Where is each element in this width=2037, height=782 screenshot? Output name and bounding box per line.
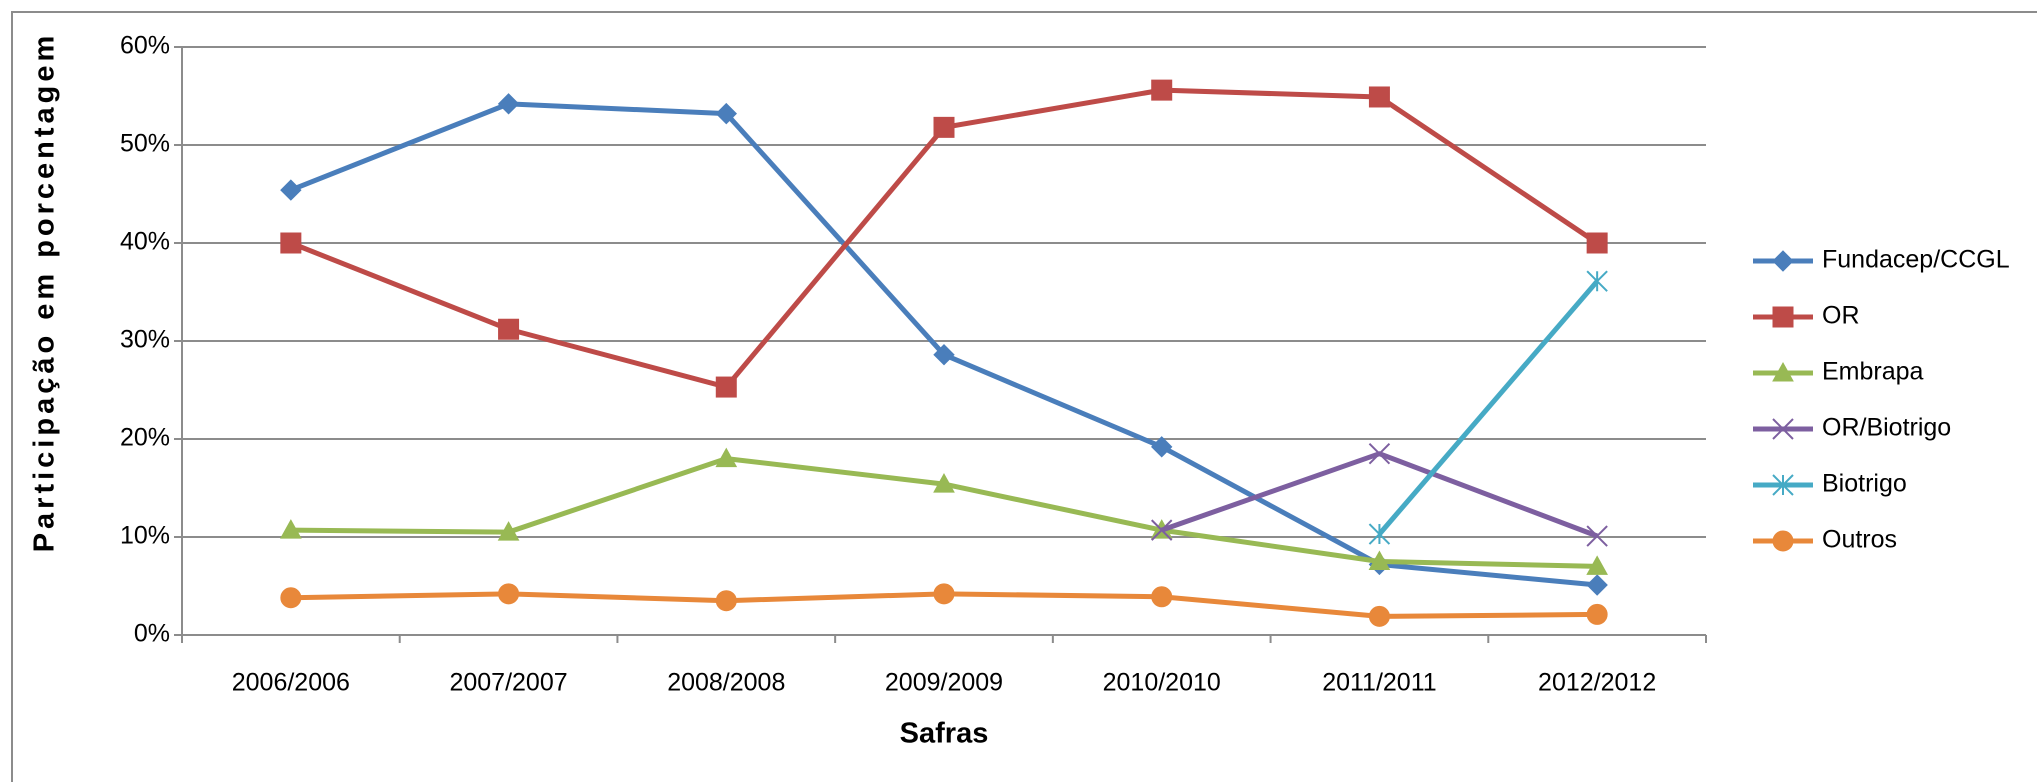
- x-axis-title: Safras: [900, 718, 989, 750]
- y-tick-label: 20%: [120, 424, 170, 452]
- marker: [1368, 550, 1391, 570]
- legend-label: Embrapa: [1822, 358, 1924, 386]
- marker: [933, 473, 955, 493]
- marker: [1772, 530, 1794, 552]
- marker: [497, 93, 520, 115]
- marker: [715, 447, 738, 468]
- x-tick-label: 2011/2011: [1322, 669, 1436, 697]
- y-tick-label: 0%: [134, 620, 170, 648]
- marker: [498, 583, 520, 605]
- marker: [1151, 519, 1173, 541]
- marker: [715, 376, 737, 398]
- marker: [497, 521, 520, 541]
- marker: [1151, 586, 1173, 608]
- y-tick-label: 40%: [120, 228, 170, 256]
- legend-label: Biotrigo: [1822, 470, 1907, 498]
- y-tick-label: 30%: [120, 326, 170, 354]
- series-line: [1377, 279, 1600, 536]
- marker: [1772, 418, 1794, 440]
- marker: [1586, 574, 1608, 596]
- marker: [933, 116, 955, 138]
- marker: [280, 232, 302, 254]
- y-tick-label: 50%: [120, 130, 170, 158]
- marker: [1368, 605, 1390, 627]
- marker: [1772, 474, 1794, 496]
- x-tick-label: 2012/2012: [1538, 669, 1656, 697]
- marker: [715, 590, 737, 612]
- marker: [715, 102, 737, 125]
- marker: [280, 587, 302, 609]
- chart-border: [11, 11, 2037, 782]
- marker: [1772, 250, 1794, 272]
- y-tick-label: 60%: [120, 32, 170, 60]
- marker: [1772, 361, 1794, 382]
- marker: [1368, 442, 1391, 465]
- y-tick-label: 10%: [120, 522, 170, 550]
- marker: [1586, 270, 1608, 292]
- marker: [1151, 436, 1173, 458]
- marker: [1368, 523, 1391, 545]
- marker: [1151, 79, 1173, 101]
- x-tick-label: 2008/2008: [667, 669, 785, 697]
- marker: [1586, 525, 1608, 547]
- legend-label: OR: [1822, 302, 1860, 330]
- marker: [933, 344, 955, 366]
- legend-label: Outros: [1822, 526, 1897, 554]
- marker: [1586, 555, 1608, 575]
- x-tick-label: 2006/2006: [232, 669, 350, 697]
- marker: [1368, 86, 1390, 108]
- x-tick-label: 2009/2009: [885, 669, 1003, 697]
- marker: [933, 583, 955, 605]
- x-tick-label: 2007/2007: [449, 669, 567, 697]
- marker: [498, 318, 520, 340]
- legend-label: OR/Biotrigo: [1822, 414, 1951, 442]
- marker: [280, 519, 302, 539]
- marker: [280, 179, 302, 201]
- legend-label: Fundacep/CCGL: [1822, 246, 2010, 274]
- y-axis-title: Participação em porcentagem: [29, 32, 61, 553]
- marker: [1586, 603, 1608, 625]
- series-line: [1160, 451, 1599, 539]
- marker: [1772, 306, 1794, 328]
- x-tick-label: 2010/2010: [1103, 669, 1221, 697]
- marker: [1586, 232, 1608, 254]
